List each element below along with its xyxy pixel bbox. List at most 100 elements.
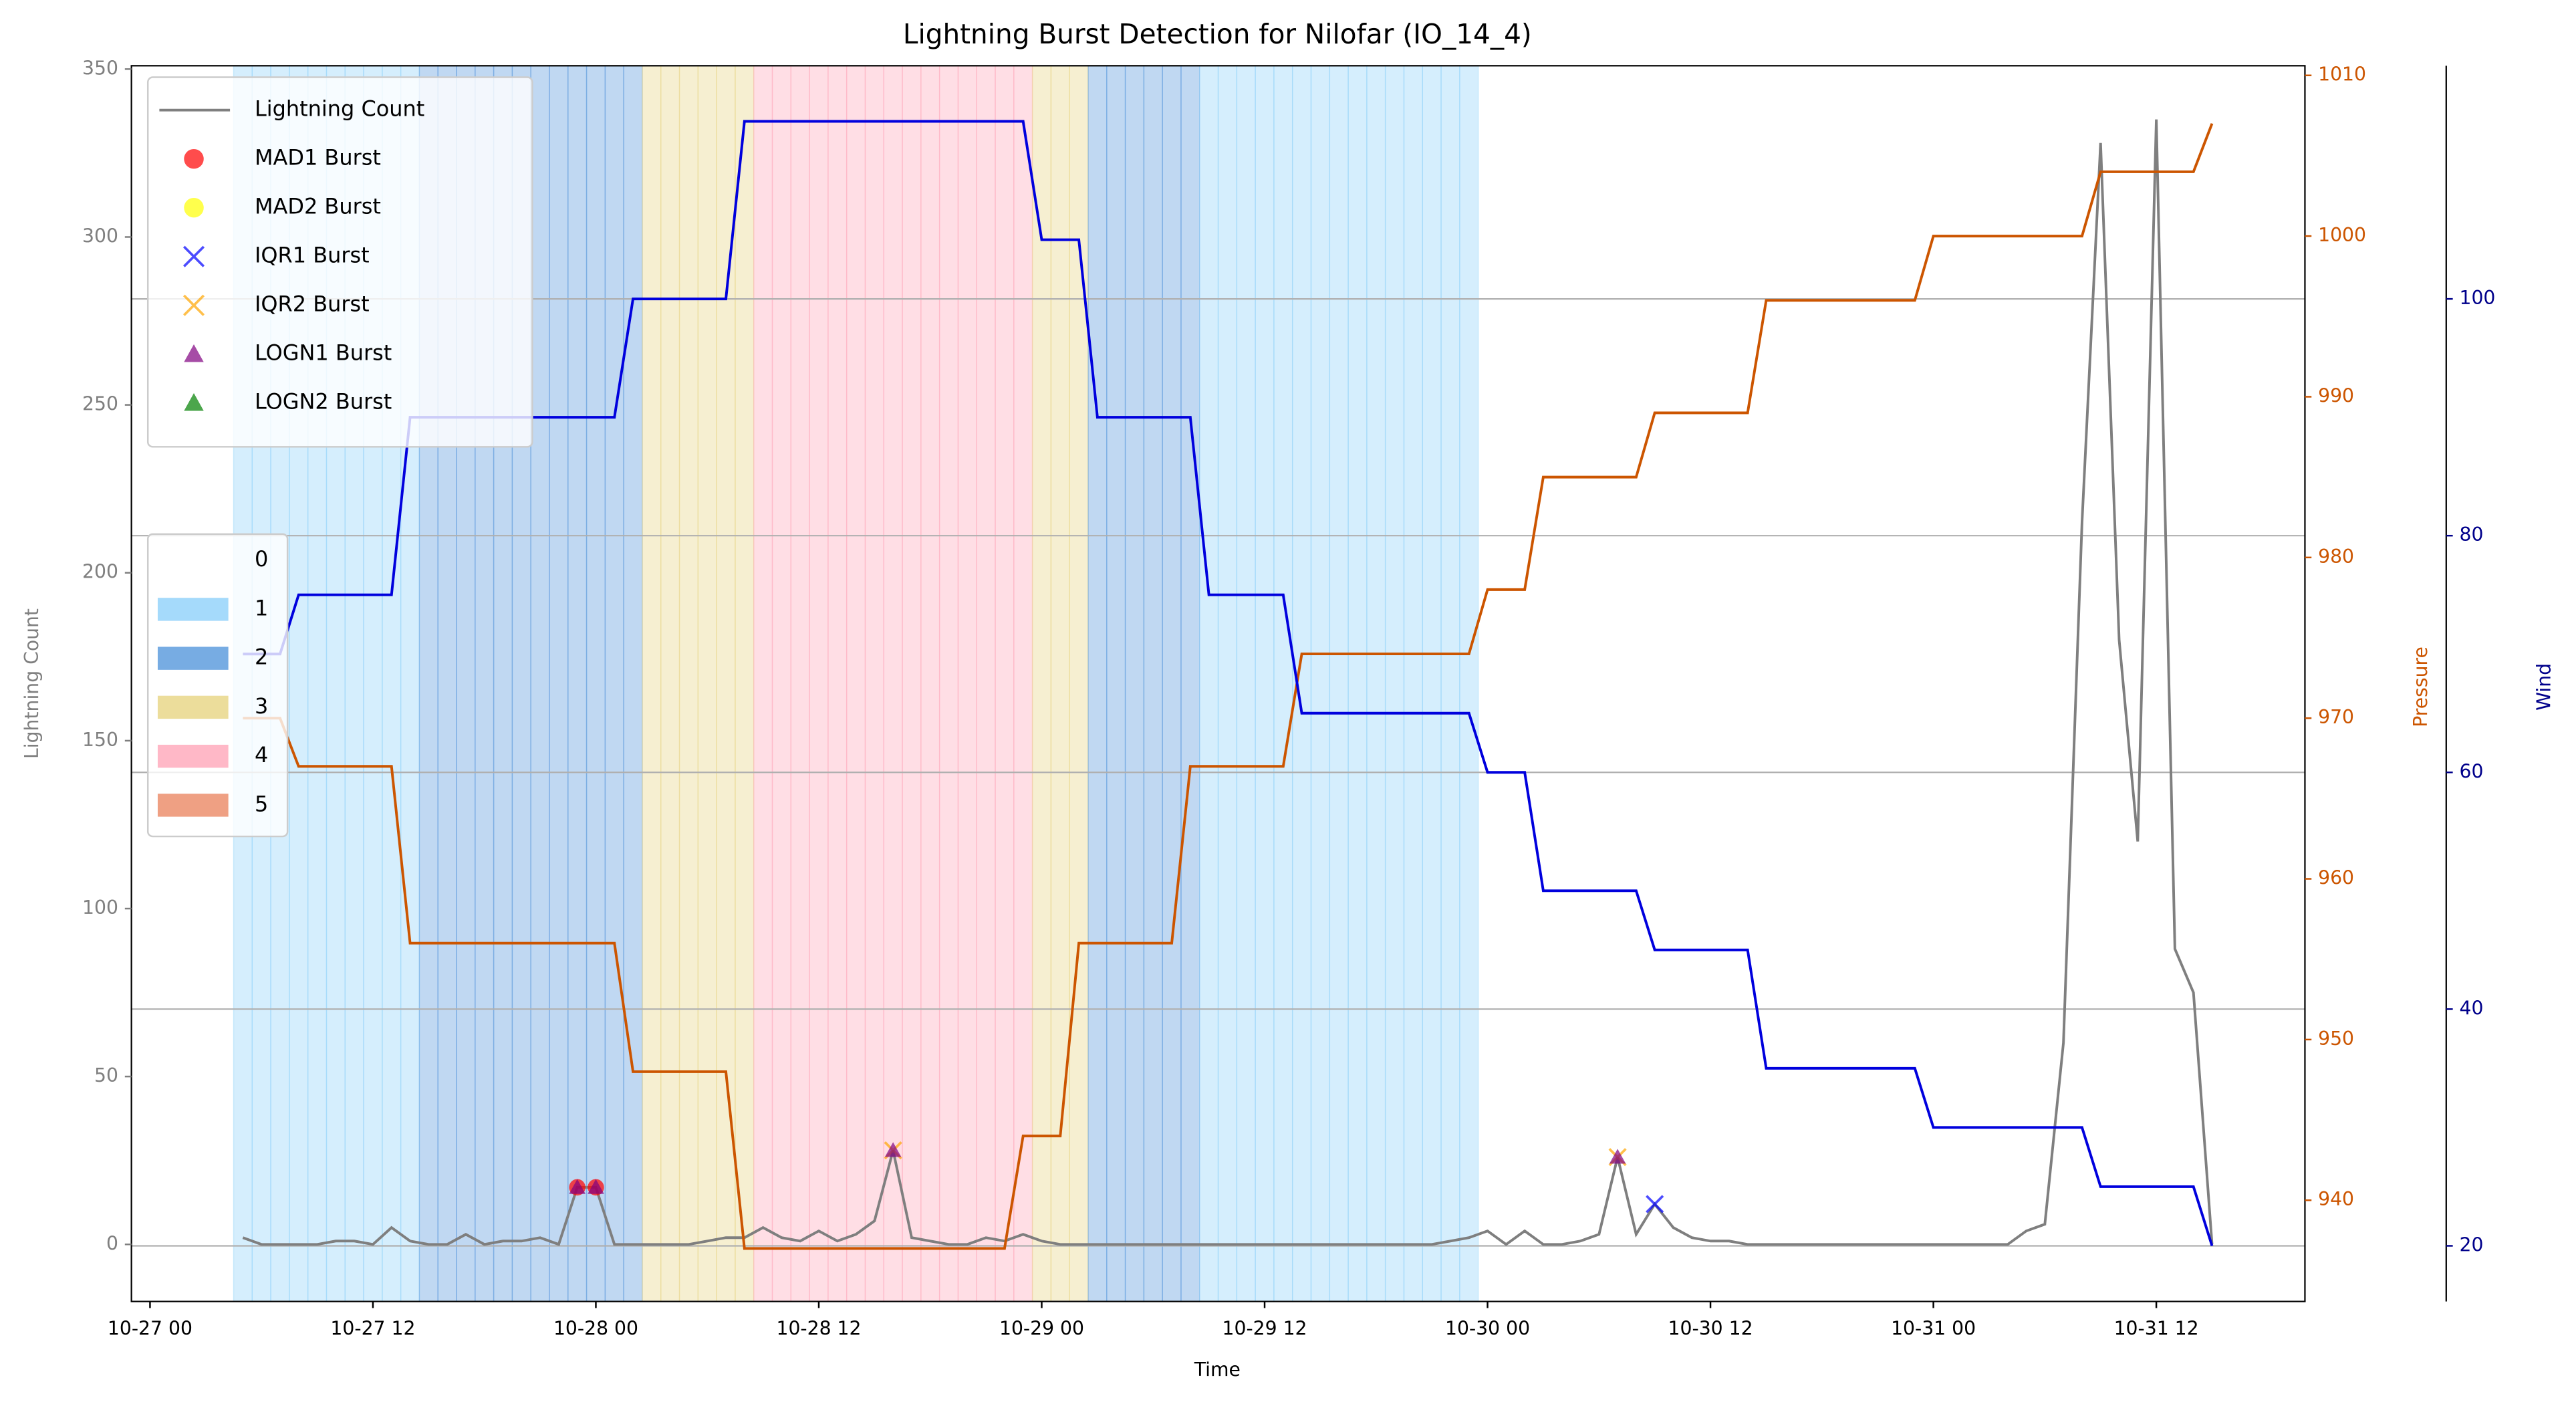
legend-label: Lightning Count [255, 96, 424, 122]
x-tick-label: 10-30 00 [1445, 1317, 1530, 1339]
burst-marker [1609, 1149, 1626, 1164]
y2-tick-label: 1010 [2318, 64, 2366, 86]
chart-title: Lightning Burst Detection for Nilofar (I… [903, 18, 1532, 50]
category-band [827, 65, 848, 1302]
y-tick-label: 150 [82, 729, 118, 751]
y2-tick-label: 980 [2318, 546, 2354, 568]
category-band [957, 65, 977, 1302]
burst-marker [182, 294, 205, 316]
category-band [1217, 65, 1238, 1302]
series-line [242, 119, 2214, 1246]
axes: 10-27 00 10-27 12 10-28 00 10-28 12 10-29 00… [82, 57, 2555, 1339]
y-tick-label: 350 [82, 57, 118, 79]
legend-swatch [157, 548, 229, 572]
category-band [1106, 65, 1126, 1302]
legend-swatch [157, 647, 229, 670]
legend-label: IQR1 Burst [255, 243, 370, 268]
burst-marker [588, 1179, 604, 1194]
y2-tick-label: 940 [2318, 1188, 2354, 1210]
y-axis-label: Lightning Count [21, 608, 43, 759]
x-tick-label: 10-30 12 [1668, 1317, 1753, 1339]
legend-label: 1 [255, 595, 268, 620]
legend-swatch [157, 695, 229, 719]
legend-label: 4 [255, 742, 268, 768]
category-band [735, 65, 755, 1302]
y-tick-label: 0 [106, 1232, 118, 1254]
category-band [1366, 65, 1386, 1302]
burst-marker [184, 197, 204, 218]
y-tick-label: 100 [82, 897, 118, 919]
y3-axis-label: Wind [2533, 663, 2555, 711]
plot-frame [130, 65, 2306, 1302]
x-tick-label: 10-27 12 [330, 1317, 415, 1339]
category-band [530, 65, 550, 1302]
category-band [1255, 65, 1275, 1302]
legend-box [146, 76, 533, 448]
burst-marker [1646, 1195, 1664, 1213]
x-tick-label: 10-31 00 [1891, 1317, 1976, 1339]
category-band [1087, 65, 1108, 1302]
legend-label: 3 [255, 693, 268, 719]
category-band [902, 65, 922, 1302]
category-band [1422, 65, 1442, 1302]
category-band [771, 65, 792, 1302]
legend-swatch [157, 744, 229, 768]
category-band [678, 65, 699, 1302]
category-band [1459, 65, 1479, 1302]
category-band [1031, 65, 1052, 1302]
x-axis-label: Time [1194, 1359, 1241, 1381]
burst-marker [184, 148, 204, 169]
y2-tick-label: 960 [2318, 867, 2354, 889]
x-tick-label: 10-31 12 [2114, 1317, 2199, 1339]
y-tick-label: 300 [82, 225, 118, 247]
category-band [1199, 65, 1219, 1302]
category-band [1310, 65, 1331, 1302]
legend-label: IQR2 Burst [255, 291, 370, 317]
x-tick-label: 10-28 00 [553, 1317, 638, 1339]
category-band [1162, 65, 1182, 1302]
grid [131, 298, 2305, 1247]
burst-marker [569, 1179, 586, 1194]
legend-label: MAD2 Burst [255, 194, 381, 219]
category-band [938, 65, 959, 1302]
category-band [549, 65, 569, 1302]
category-band [1403, 65, 1424, 1302]
y2-tick-label: 990 [2318, 384, 2354, 406]
category-band [920, 65, 940, 1302]
category-band [1124, 65, 1145, 1302]
y3-tick-label: 60 [2459, 760, 2483, 782]
category-band [623, 65, 643, 1302]
category-band [567, 65, 588, 1302]
legend-swatch [157, 794, 229, 817]
burst-marker [884, 1142, 902, 1157]
category-band [642, 65, 662, 1302]
category-band [995, 65, 1015, 1302]
y2-tick-label: 970 [2318, 706, 2354, 728]
category-band [846, 65, 866, 1302]
burst-marker [184, 392, 204, 411]
x-tick-label: 10-29 00 [999, 1317, 1084, 1339]
category-band [1050, 65, 1070, 1302]
category-band [660, 65, 680, 1302]
y2-axis-label: Pressure [2410, 647, 2432, 727]
category-band [1291, 65, 1312, 1302]
category-band [1347, 65, 1368, 1302]
category-band [1143, 65, 1163, 1302]
burst-markers [569, 1141, 1664, 1213]
burst-marker [184, 344, 204, 362]
x-tick-label: 10-27 00 [108, 1317, 192, 1339]
y-tick-label: 50 [94, 1064, 118, 1086]
category-band [1180, 65, 1200, 1302]
burst-marker [182, 245, 205, 267]
category-band [604, 65, 624, 1302]
y2-tick-label: 950 [2318, 1028, 2354, 1050]
category-band [753, 65, 773, 1302]
y-tick-label: 200 [82, 561, 118, 583]
x-tick-label: 10-28 12 [776, 1317, 861, 1339]
category-band [1384, 65, 1405, 1302]
category-band [976, 65, 996, 1302]
y2-tick-label: 1000 [2318, 224, 2366, 246]
legend-label: 0 [255, 546, 268, 572]
